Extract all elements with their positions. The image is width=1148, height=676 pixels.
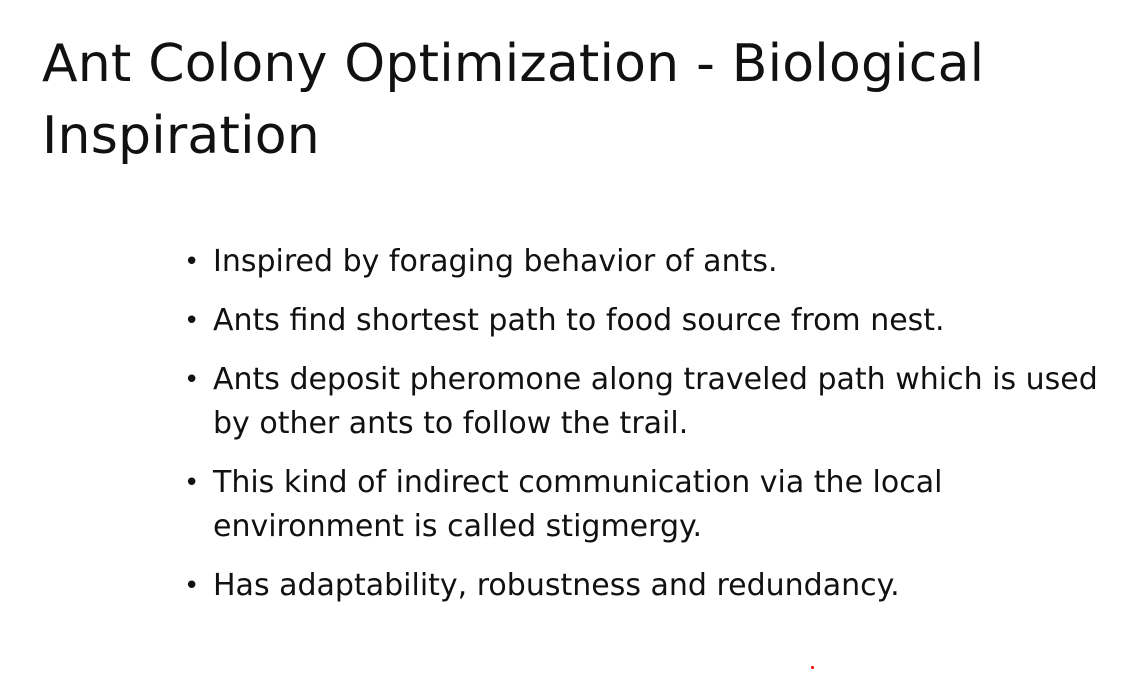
pointer-dot — [811, 666, 814, 669]
bullet-text: This kind of indirect communication via … — [213, 465, 943, 544]
bullet-dot-icon: • — [184, 365, 200, 395]
bullet-dot-icon: • — [184, 247, 200, 277]
bullet-dot-icon: • — [184, 306, 200, 336]
bullet-text: Ants find shortest path to food source f… — [213, 303, 945, 338]
slide-title: Ant Colony Optimization - Biological Ins… — [42, 34, 985, 166]
bullet-list: • Inspired by foraging behavior of ants.… — [184, 240, 1124, 623]
bullet-item: • Ants deposit pheromone along traveled … — [184, 358, 1124, 446]
bullet-item: • Has adaptability, robustness and redun… — [184, 564, 1124, 608]
bullet-text: Inspired by foraging behavior of ants. — [213, 244, 778, 279]
bullet-item: • Ants find shortest path to food source… — [184, 299, 1124, 343]
bullet-dot-icon: • — [184, 468, 200, 498]
bullet-item: • Inspired by foraging behavior of ants. — [184, 240, 1124, 284]
bullet-text: Ants deposit pheromone along traveled pa… — [213, 362, 1098, 441]
bullet-item: • This kind of indirect communication vi… — [184, 461, 1124, 549]
bullet-text: Has adaptability, robustness and redunda… — [213, 568, 900, 603]
bullet-dot-icon: • — [184, 571, 200, 601]
